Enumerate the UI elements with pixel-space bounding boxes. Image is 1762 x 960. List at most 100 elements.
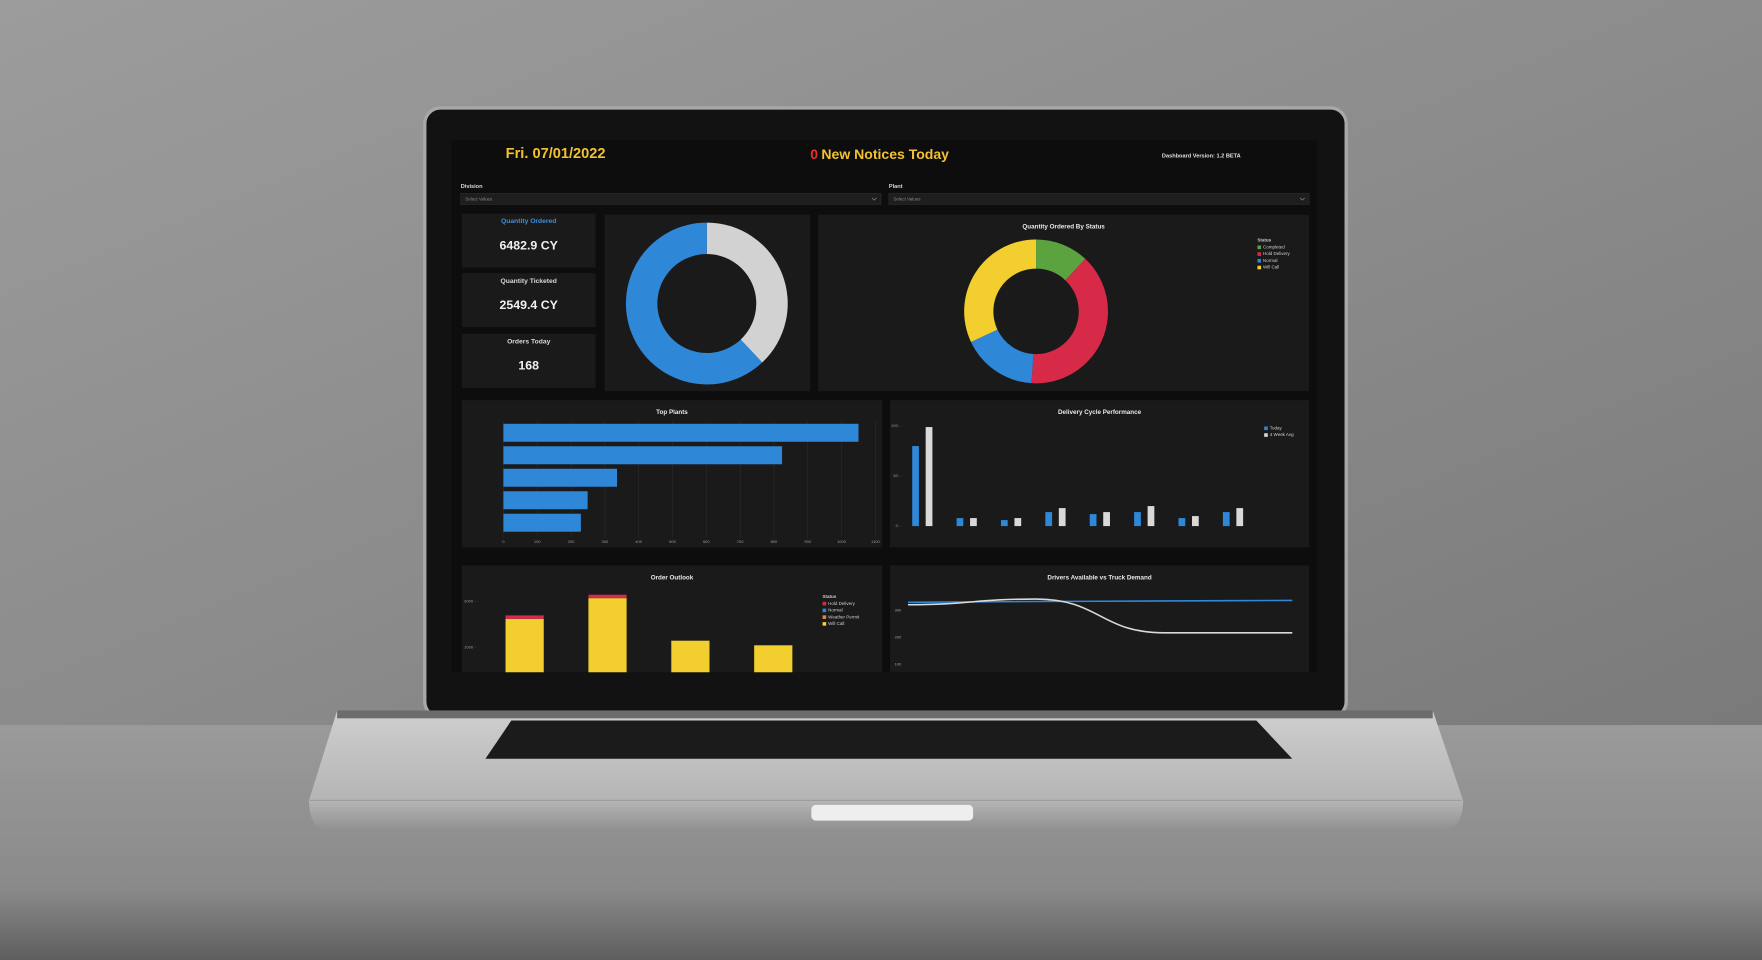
filter-select[interactable] — [460, 193, 882, 205]
legend-label: Normal — [828, 608, 842, 613]
filter-select[interactable] — [888, 193, 1310, 205]
donut-segment — [971, 329, 1034, 384]
y-tick-label: 300 — [894, 607, 901, 612]
bar — [503, 446, 783, 465]
y-tick-label: 2000 — [464, 599, 474, 604]
bar — [503, 513, 581, 532]
filter-label: Plant — [889, 184, 903, 190]
legend-label: Hold Delivery — [1263, 251, 1290, 256]
legend-swatch — [1264, 433, 1268, 437]
kpi-label: Quantity Ordered — [501, 218, 556, 225]
chart-title: Delivery Cycle Performance — [1058, 409, 1142, 416]
legend-label: 4 Week Avg — [1270, 432, 1294, 437]
bar-segment — [671, 640, 710, 673]
bar-segment — [754, 645, 793, 673]
bar — [503, 468, 618, 487]
legend-swatch — [822, 615, 827, 619]
bar — [1089, 514, 1097, 527]
x-tick-label: 0 — [502, 539, 505, 544]
legend-label: Weather Permit — [828, 614, 860, 619]
hinge — [337, 710, 1433, 719]
legend-swatch — [822, 622, 827, 626]
kpi-card — [461, 333, 596, 388]
bar — [925, 427, 933, 527]
kpi-value: 2549.4 CY — [500, 298, 559, 312]
bar — [1000, 520, 1008, 527]
version: Dashboard Version: 1.2 BETA — [1162, 154, 1241, 160]
bar — [1045, 512, 1053, 527]
legend-swatch — [1257, 258, 1262, 263]
chart-title: Top Plants — [656, 409, 688, 416]
filter-placeholder: Select Values — [893, 197, 921, 202]
donut-segment — [1031, 258, 1108, 384]
bar — [1058, 508, 1066, 527]
panel — [889, 565, 1310, 673]
bar-segment — [505, 618, 544, 673]
x-tick-label: 600 — [703, 539, 710, 544]
legend-label: Will Call — [828, 621, 844, 626]
legend-swatch — [1257, 245, 1262, 250]
y-tick-label: 50 — [893, 473, 898, 478]
bar-segment — [505, 615, 544, 619]
y-tick-label: 1000 — [464, 645, 474, 650]
legend-label: Normal — [1263, 258, 1277, 263]
filter-label: Division — [461, 184, 483, 190]
bar — [1014, 518, 1022, 527]
y-tick-label: 100 — [894, 661, 901, 666]
bar — [1103, 512, 1110, 527]
chart-title: Quantity Ordered By Status — [1022, 224, 1105, 231]
y-tick-label: 0 — [896, 523, 899, 528]
x-tick-label: 1000 — [837, 539, 847, 544]
panel — [889, 400, 1310, 548]
date: Fri. 07/01/2022 — [506, 146, 606, 162]
bar — [956, 518, 964, 527]
chart-title: Order Outlook — [651, 574, 694, 581]
notices: 0 New Notices Today — [810, 146, 949, 162]
donut-segment — [625, 222, 763, 385]
kpi-label: Orders Today — [507, 339, 551, 346]
x-tick-label: 200 — [568, 539, 575, 544]
lid-notch — [811, 804, 974, 821]
legend-title: Status — [1257, 238, 1271, 243]
bar-segment — [588, 594, 627, 599]
dashboard: Fri. 07/01/2022 0 New Notices Today Dashb… — [460, 146, 1310, 673]
kpi-card — [461, 273, 596, 328]
legend-label: Hold Delivery — [828, 601, 855, 606]
notice-count: 0 — [810, 146, 818, 162]
legend-swatch — [822, 608, 827, 613]
legend-swatch — [1257, 252, 1262, 256]
x-tick-label: 100 — [534, 539, 541, 544]
x-tick-label: 500 — [669, 539, 676, 544]
donut-segment — [1036, 239, 1086, 281]
kpi-value: 168 — [518, 359, 539, 373]
donut-segment — [706, 222, 788, 363]
keyboard — [485, 720, 1293, 759]
bar-segment — [588, 598, 627, 673]
legend-label: Completed — [1263, 244, 1285, 249]
bar — [1134, 512, 1141, 527]
kpi-label: Quantity Ticketed — [501, 278, 557, 285]
y-tick-label: 100 — [891, 423, 898, 428]
filter-placeholder: Select Values — [465, 197, 493, 202]
y-tick-label: 200 — [894, 634, 901, 639]
legend-label: Today — [1270, 425, 1283, 430]
x-tick-label: 300 — [602, 539, 609, 544]
dropdown-arrow — [871, 197, 877, 201]
legend-title: Status — [823, 594, 837, 599]
bar — [503, 423, 859, 442]
bar — [1191, 516, 1199, 527]
dropdown-arrow — [1299, 197, 1305, 201]
kpi-card — [461, 213, 596, 268]
legend-label: Will Call — [1263, 265, 1279, 270]
line — [907, 598, 1293, 634]
legend-swatch — [822, 601, 827, 606]
donut-segment — [964, 239, 1037, 343]
bar — [1236, 508, 1244, 527]
kpi-value: 6482.9 CY — [500, 238, 559, 252]
bar — [912, 446, 919, 527]
x-tick-label: 400 — [635, 539, 642, 544]
x-tick-label: 1100 — [871, 539, 880, 544]
bar — [1178, 518, 1186, 527]
notice-text: New Notices Today — [821, 146, 949, 162]
